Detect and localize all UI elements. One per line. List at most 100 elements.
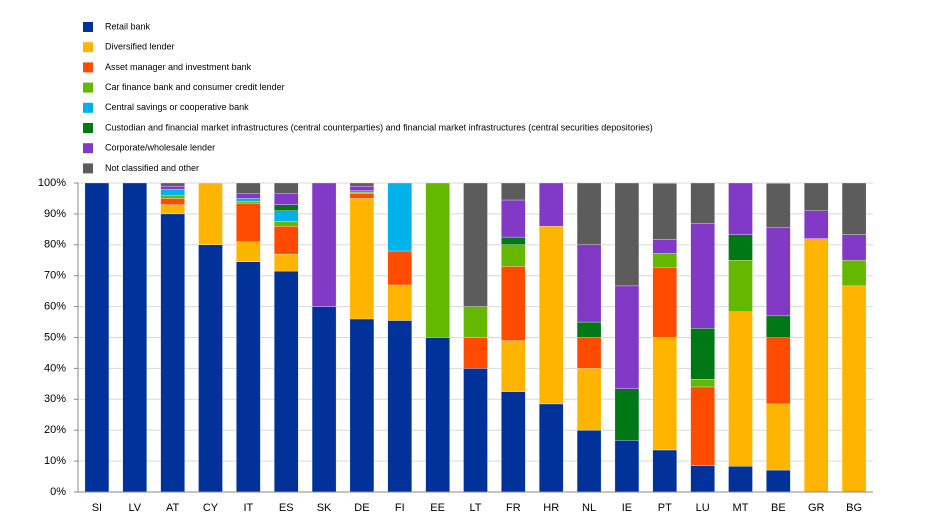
legend-label: Corporate/wholesale lender	[105, 143, 215, 153]
x-tick-label: FR	[506, 502, 521, 514]
bar-segment	[766, 227, 791, 317]
bar-segment	[274, 193, 299, 205]
bar-segment	[804, 182, 829, 211]
bar-segment	[539, 182, 564, 227]
bar-segment	[766, 403, 791, 471]
y-tick-label: 20%	[44, 424, 66, 436]
bar-segment	[160, 195, 185, 199]
bar-segment	[311, 182, 337, 307]
legend-swatch	[83, 42, 93, 53]
bar-segment	[576, 321, 602, 338]
x-tick-label: PT	[658, 502, 672, 514]
x-tick-label: FI	[395, 502, 405, 514]
bar-segment	[274, 182, 299, 194]
bar-segment	[690, 386, 715, 466]
legend-label: Car finance bank and consumer credit len…	[105, 82, 285, 92]
x-tick-label: BG	[846, 502, 862, 514]
bar-segment	[160, 182, 185, 187]
bar-segment	[766, 337, 791, 405]
x-tick-label: AT	[166, 502, 180, 514]
y-tick-label: 10%	[44, 455, 66, 467]
y-tick-label: 70%	[44, 270, 66, 282]
y-tick-label: 0%	[50, 486, 66, 498]
x-tick-label: SK	[317, 502, 332, 514]
bar-segment	[387, 284, 412, 321]
x-tick-label: LV	[128, 502, 141, 514]
bar-segment	[463, 337, 488, 369]
bar-segment	[84, 182, 110, 493]
bar-segment	[501, 340, 526, 392]
bar-segment	[728, 466, 753, 493]
bar-segment	[501, 199, 526, 238]
bar-segment	[841, 182, 867, 235]
bar-segment	[728, 311, 753, 467]
legend-swatch	[83, 102, 93, 113]
bar-segment	[614, 182, 640, 287]
y-tick-label: 50%	[44, 331, 66, 343]
bar-segment	[614, 388, 640, 441]
x-tick-label: NL	[582, 502, 596, 514]
bar-segment	[576, 337, 602, 369]
x-tick-label: MT	[733, 502, 749, 514]
bar-segment	[501, 391, 526, 493]
bar-segment	[841, 234, 867, 261]
bar-segment	[690, 182, 715, 224]
legend-label: Diversified lender	[105, 42, 175, 52]
bar-segment	[463, 368, 488, 493]
legend-swatch	[83, 123, 93, 133]
bar-segment	[198, 182, 223, 245]
bar-segment	[160, 185, 185, 190]
bar-segment	[690, 328, 715, 380]
bar-segment	[349, 192, 375, 194]
bar-segment	[160, 189, 185, 196]
x-tick-label: EE	[430, 502, 445, 514]
bar-segment	[501, 236, 526, 245]
bar-segment	[690, 223, 715, 329]
bar-segment	[576, 182, 602, 245]
x-tick-label: SI	[92, 502, 102, 514]
bar-segment	[236, 182, 261, 194]
bar-segment	[690, 465, 715, 493]
bar-segment	[690, 379, 715, 388]
bar-segment	[387, 250, 412, 286]
bar-segment	[576, 368, 602, 431]
legend-swatch	[83, 82, 93, 93]
bar-segment	[539, 226, 564, 405]
bar-segment	[576, 244, 602, 323]
legend-swatch	[83, 143, 93, 154]
bar-segment	[841, 260, 867, 287]
bar-segment	[274, 253, 299, 272]
y-tick-label: 100%	[38, 177, 66, 189]
bar-segment	[652, 239, 677, 254]
bar-segment	[804, 238, 829, 493]
bar-segment	[387, 182, 412, 252]
bar-segment	[349, 185, 375, 191]
bar-segment	[766, 469, 791, 493]
bar-segment	[841, 285, 867, 493]
y-tick-label: 40%	[44, 362, 66, 374]
bar-segment	[501, 244, 526, 267]
x-tick-label: GR	[808, 502, 825, 514]
legend-label: Not classified and other	[105, 163, 199, 173]
bar-segment	[804, 210, 829, 239]
bar-segment	[160, 198, 185, 205]
legend-swatch	[83, 163, 93, 174]
x-tick-label: HR	[543, 502, 559, 514]
bar-segment	[236, 198, 261, 202]
legend-label: Central savings or cooperative bank	[105, 102, 249, 112]
bar-segment	[349, 182, 375, 187]
bar-segment	[652, 183, 677, 240]
bar-segment	[160, 204, 185, 215]
bar-segment	[160, 213, 185, 493]
x-tick-label: BE	[771, 502, 786, 514]
bar-segment	[349, 318, 375, 493]
x-tick-label: IT	[243, 502, 253, 514]
bar-segment	[274, 226, 299, 255]
bar-segment	[274, 204, 299, 211]
bar-segment	[274, 270, 299, 493]
bar-segment	[274, 221, 299, 227]
bar-segment	[576, 430, 602, 493]
legend-swatch	[83, 22, 93, 32]
legend-label: Retail bank	[105, 21, 151, 31]
